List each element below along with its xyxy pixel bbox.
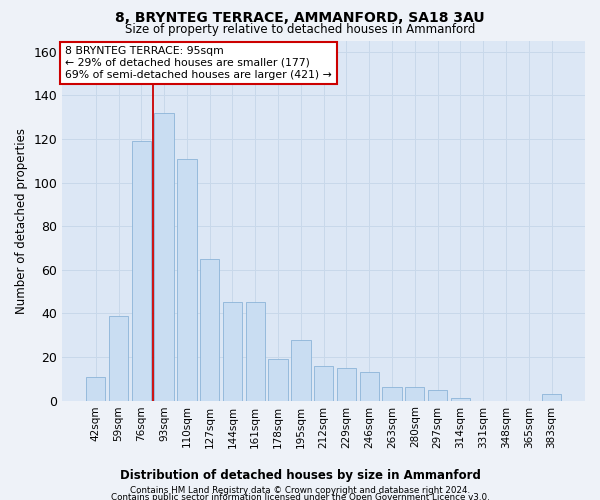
Bar <box>154 113 174 401</box>
Text: 8 BRYNTEG TERRACE: 95sqm
← 29% of detached houses are smaller (177)
69% of semi-: 8 BRYNTEG TERRACE: 95sqm ← 29% of detach… <box>65 46 332 80</box>
Bar <box>200 259 220 400</box>
Bar <box>405 388 424 400</box>
Text: Contains HM Land Registry data © Crown copyright and database right 2024.: Contains HM Land Registry data © Crown c… <box>130 486 470 495</box>
Bar <box>542 394 561 400</box>
Text: Distribution of detached houses by size in Ammanford: Distribution of detached houses by size … <box>119 469 481 482</box>
Bar <box>359 372 379 400</box>
Bar <box>177 158 197 400</box>
Bar <box>245 302 265 400</box>
Bar <box>451 398 470 400</box>
Bar <box>337 368 356 400</box>
Bar <box>86 376 106 400</box>
Text: Size of property relative to detached houses in Ammanford: Size of property relative to detached ho… <box>125 22 475 36</box>
Text: Contains public sector information licensed under the Open Government Licence v3: Contains public sector information licen… <box>110 494 490 500</box>
Bar <box>223 302 242 400</box>
Bar <box>382 388 402 400</box>
Text: 8, BRYNTEG TERRACE, AMMANFORD, SA18 3AU: 8, BRYNTEG TERRACE, AMMANFORD, SA18 3AU <box>115 11 485 25</box>
Bar <box>428 390 447 400</box>
Bar <box>314 366 334 400</box>
Bar <box>131 141 151 401</box>
Y-axis label: Number of detached properties: Number of detached properties <box>15 128 28 314</box>
Bar <box>268 359 288 401</box>
Bar <box>291 340 311 400</box>
Bar <box>109 316 128 400</box>
